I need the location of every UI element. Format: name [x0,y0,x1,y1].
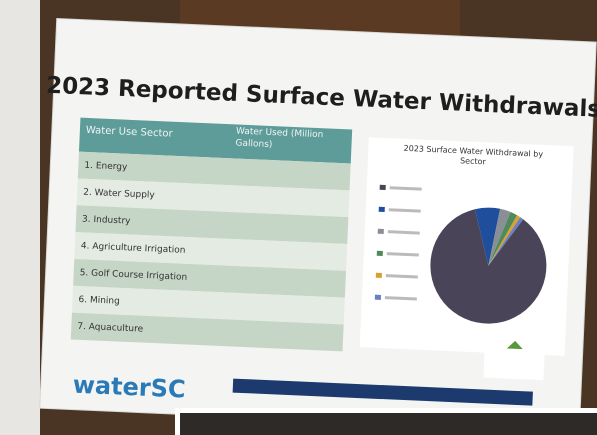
legend-swatch [377,251,383,256]
poster: 2023 Reported Surface Water Withdrawals … [32,18,597,432]
legend-swatch [378,229,384,234]
logo-text: waterSC [72,371,186,404]
row-label: 3. Industry [82,214,132,226]
inset-photo [180,413,597,435]
legend-swatch [375,295,381,300]
legend-swatch [376,273,382,278]
left-wall [0,0,40,435]
header-cell-wrap: Water Used (Million Gallons) [235,125,348,162]
legend-swatch [379,207,385,212]
row-label: 6. Mining [78,295,120,307]
row-label: 1. Energy [84,161,128,173]
pie-chart: 2023 Surface Water Withdrawal by Sector [360,137,574,356]
photo: 2023 Reported Surface Water Withdrawals … [0,0,597,435]
table: Water Use Sector Water Used (Million Gal… [71,118,352,352]
header-cell: Water Used (Million Gallons) [235,125,348,154]
legend-swatch [380,185,386,190]
